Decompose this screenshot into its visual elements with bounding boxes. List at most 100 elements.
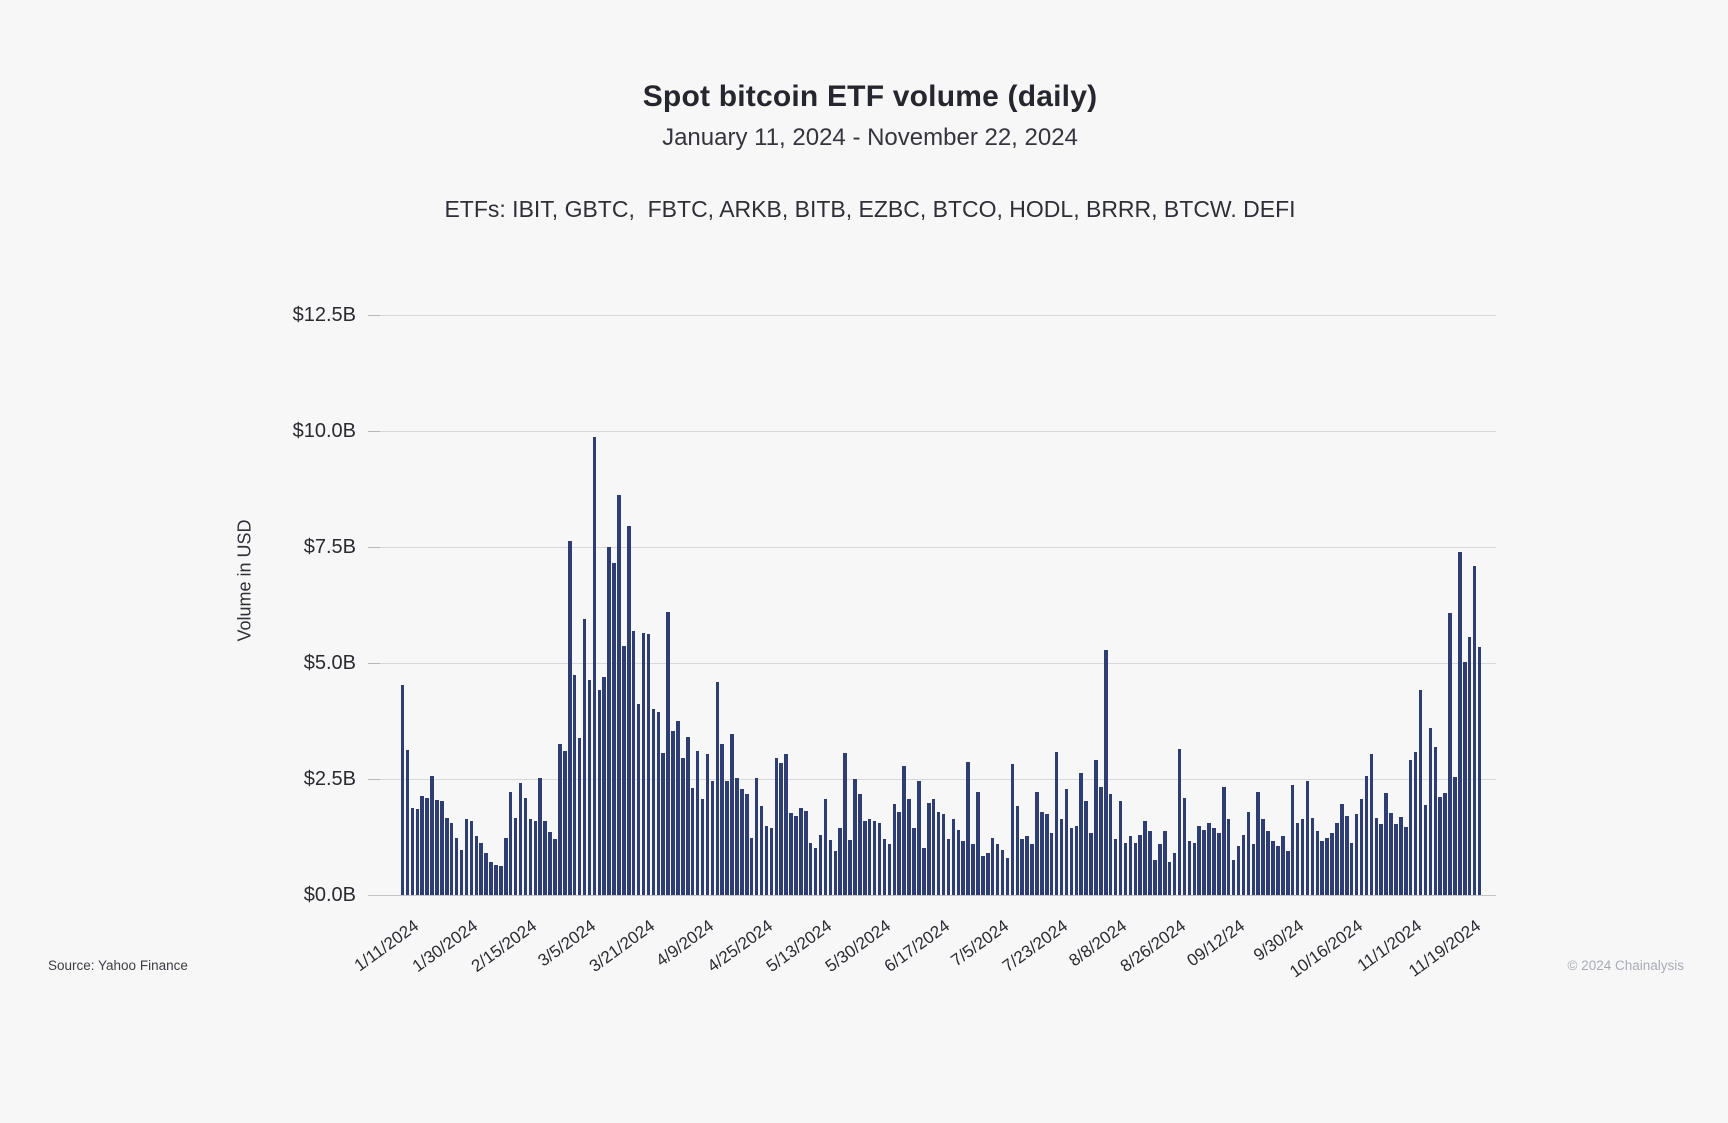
volume-bar xyxy=(661,753,665,895)
volume-bar xyxy=(435,800,439,895)
volume-bar xyxy=(1059,819,1064,895)
volume-bar xyxy=(425,798,429,895)
volume-bar xyxy=(976,792,980,895)
axis-tick-mark xyxy=(368,547,380,548)
axis-tick-mark xyxy=(368,431,380,432)
gridline xyxy=(368,779,1496,780)
volume-bar xyxy=(1458,552,1462,895)
volume-bar xyxy=(1286,851,1290,895)
volume-bar xyxy=(1163,831,1167,895)
volume-bar xyxy=(1256,792,1260,895)
volume-bar xyxy=(892,804,896,895)
axis-tick-mark xyxy=(368,663,380,664)
volume-bar xyxy=(1099,787,1103,895)
volume-bar xyxy=(1104,650,1108,895)
volume-bar xyxy=(1177,749,1182,895)
volume-bar xyxy=(622,646,626,895)
volume-bar xyxy=(1192,843,1196,895)
volume-bar xyxy=(440,801,444,895)
volume-bar xyxy=(710,781,715,895)
volume-bar xyxy=(720,744,724,895)
volume-bar xyxy=(400,685,405,895)
volume-bar xyxy=(1217,833,1221,895)
volume-bar xyxy=(631,631,636,895)
volume-bar xyxy=(813,848,818,895)
volume-bar xyxy=(405,750,410,895)
date-range-subtitle: January 11, 2024 - November 22, 2024 xyxy=(662,124,1078,151)
volume-bar xyxy=(548,832,552,895)
volume-bar xyxy=(459,850,464,895)
volume-bar xyxy=(754,778,759,895)
volume-bar xyxy=(1261,819,1265,895)
volume-bar xyxy=(1463,662,1467,895)
volume-bar xyxy=(1413,752,1418,895)
volume-bar xyxy=(887,844,892,895)
volume-bar xyxy=(823,799,828,895)
volume-bar xyxy=(1246,812,1251,895)
volume-bar xyxy=(730,734,734,895)
volume-bar xyxy=(1143,821,1147,895)
axis-tick-mark xyxy=(368,779,380,780)
volume-bar xyxy=(1325,838,1329,895)
volume-bar xyxy=(1369,754,1374,895)
volume-bar xyxy=(1197,826,1201,895)
volume-bar xyxy=(1241,835,1246,895)
volume-bar xyxy=(759,806,764,895)
volume-bar xyxy=(1074,826,1078,895)
volume-bar xyxy=(902,766,906,895)
y-tick-label: $12.5B xyxy=(292,304,356,326)
gridline xyxy=(368,547,1496,548)
volume-bar xyxy=(1138,835,1142,895)
volume-bar xyxy=(1349,843,1354,895)
volume-bar xyxy=(863,821,867,895)
volume-bar xyxy=(518,783,523,895)
axis-tick-mark xyxy=(368,315,380,316)
volume-bar xyxy=(1231,860,1236,895)
volume-bar xyxy=(1079,773,1083,895)
volume-bar xyxy=(1202,830,1206,895)
volume-bar xyxy=(577,738,582,895)
volume-bar xyxy=(774,758,778,895)
volume-bar xyxy=(1069,828,1074,895)
volume-bar xyxy=(1300,819,1305,895)
volume-bar xyxy=(528,819,533,895)
volume-bar xyxy=(1187,841,1192,895)
volume-bar xyxy=(1226,819,1231,895)
volume-bar xyxy=(1167,862,1172,895)
volume-bar xyxy=(725,781,729,895)
volume-bar xyxy=(848,840,852,895)
volume-bar xyxy=(597,690,601,895)
volume-bar xyxy=(715,682,719,895)
x-axis-line xyxy=(368,895,1496,896)
y-tick-label: $7.5B xyxy=(303,536,356,558)
volume-bar xyxy=(533,821,537,895)
volume-bar xyxy=(1354,814,1359,895)
y-tick-label: $2.5B xyxy=(303,768,356,790)
volume-bar xyxy=(538,778,542,895)
volume-bar xyxy=(1477,647,1482,895)
volume-bar xyxy=(818,835,823,895)
volume-bar xyxy=(838,828,842,895)
volume-bar xyxy=(572,675,577,895)
volume-bar xyxy=(1084,801,1088,895)
volume-bar xyxy=(1281,836,1285,895)
volume-bar xyxy=(410,808,415,895)
volume-bar xyxy=(563,751,567,895)
volume-bar xyxy=(1030,844,1034,895)
volume-bar xyxy=(602,677,606,895)
volume-bar xyxy=(912,828,916,895)
volume-bar xyxy=(1443,793,1447,895)
volume-bar xyxy=(449,823,454,895)
volume-bar xyxy=(1335,823,1339,895)
volume-bar xyxy=(1418,690,1423,895)
volume-bar xyxy=(808,843,813,895)
copyright-notice: © 2024 Chainalysis xyxy=(1567,958,1684,973)
volume-bar xyxy=(415,809,419,895)
volume-bar xyxy=(1290,785,1295,895)
volume-bar xyxy=(681,758,685,895)
volume-bar xyxy=(951,819,955,895)
volume-bar xyxy=(986,853,990,895)
volume-bar xyxy=(1315,831,1319,895)
volume-bar xyxy=(543,821,547,895)
